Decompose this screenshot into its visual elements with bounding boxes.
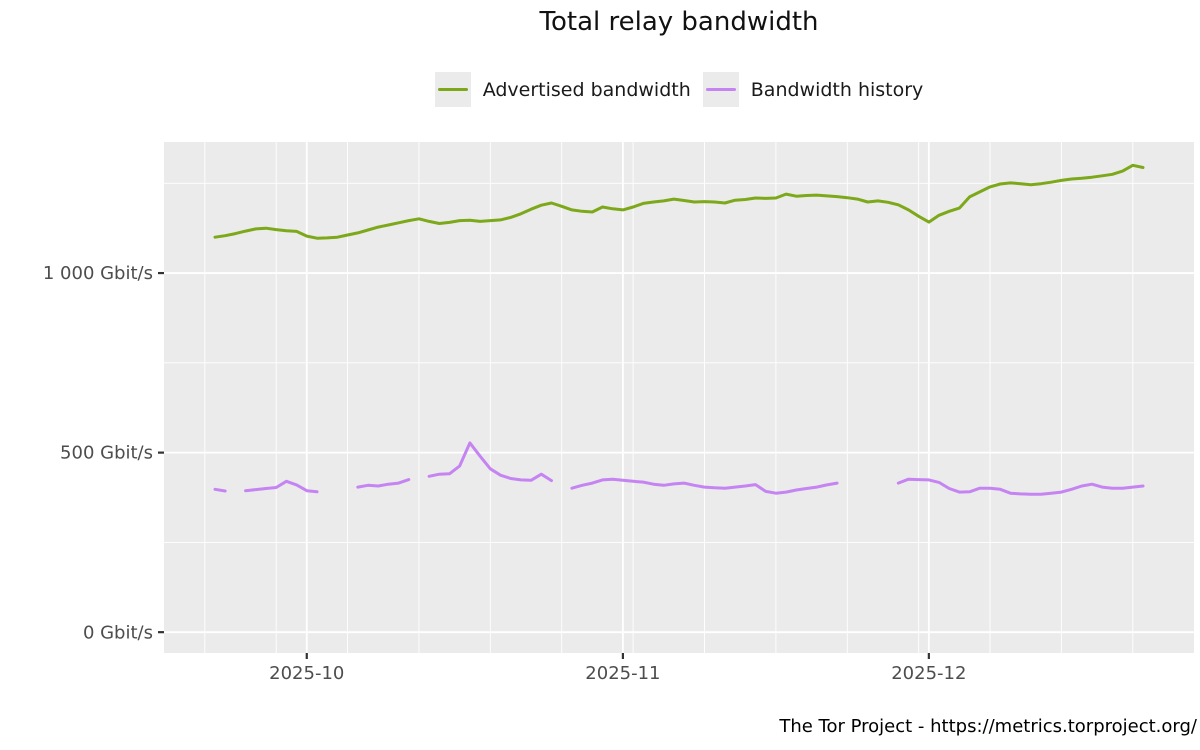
chart-title: Total relay bandwidth	[539, 7, 819, 37]
legend-item-bandwidth-history: Bandwidth history	[702, 72, 924, 107]
x-tick-label: 2025-11	[585, 663, 660, 684]
series-line-bandwidth-history	[213, 441, 1145, 496]
legend-item-advertised-bandwidth: Advertised bandwidth	[434, 72, 691, 107]
x-tick-label: 2025-10	[269, 663, 344, 684]
legend-key-box	[702, 72, 739, 107]
panel-background	[164, 142, 1194, 653]
legend-label: Advertised bandwidth	[482, 78, 691, 101]
x-tick-label: 2025-12	[891, 663, 966, 684]
y-tick-label: 1 000 Gbit/s	[43, 263, 153, 284]
advertised-bandwidth-line-swatch	[437, 87, 468, 92]
legend-key-box	[434, 72, 471, 107]
bandwidth-history-line-swatch	[705, 87, 736, 92]
series-line-advertised-bandwidth	[213, 163, 1145, 240]
legend-label: Bandwidth history	[750, 78, 924, 101]
legend: Advertised bandwidth Bandwidth history	[164, 72, 1194, 107]
y-tick-label: 0 Gbit/s	[83, 622, 153, 643]
attribution-footer: The Tor Project - https://metrics.torpro…	[779, 716, 1197, 737]
y-tick-label: 500 Gbit/s	[60, 443, 153, 464]
